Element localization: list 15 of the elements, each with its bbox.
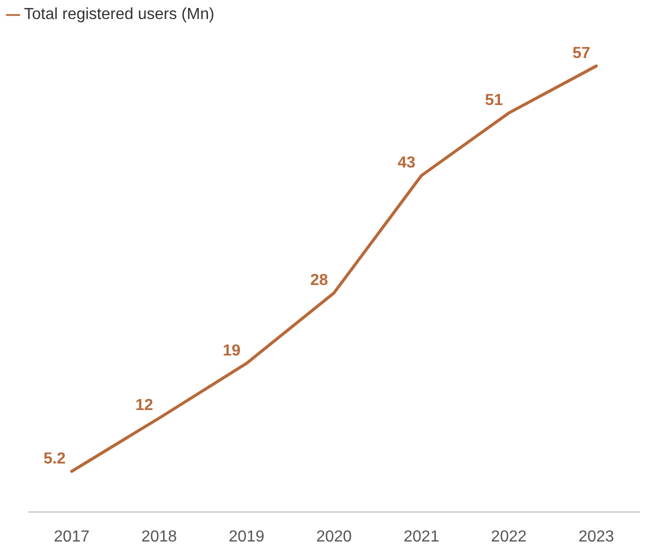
x-tick-label: 2018 (141, 528, 178, 546)
data-label: 12 (135, 397, 154, 414)
data-label: 5.2 (43, 450, 66, 468)
x-tick-label: 2023 (578, 528, 614, 546)
x-tick-label: 2022 (491, 528, 527, 546)
x-tick-label: 2019 (228, 528, 264, 546)
data-label: 19 (222, 342, 241, 360)
data-label: 57 (572, 45, 590, 62)
data-label: 28 (310, 272, 328, 289)
x-tick-label: 2020 (316, 528, 352, 546)
data-label: 51 (485, 92, 503, 109)
x-tick-label: 2021 (404, 528, 440, 546)
data-label: 43 (398, 154, 416, 172)
legend-label: Total registered users (Mn) (24, 6, 214, 23)
x-tick-label: 2017 (54, 528, 90, 546)
